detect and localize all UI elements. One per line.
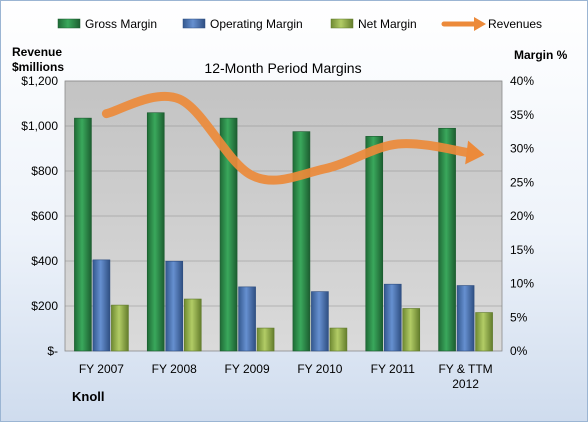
right-tick-label: 35%: [510, 108, 534, 122]
bar-gross-margin: [365, 136, 384, 352]
gridlines: [65, 80, 502, 307]
right-tick-label: 20%: [510, 209, 534, 223]
bar-operating-margin: [311, 291, 329, 352]
legend-swatch-gross-margin: [57, 18, 81, 29]
bar-operating-margin: [383, 283, 402, 352]
bar-net-margin: [329, 327, 348, 352]
x-tick-label: FY 2011: [371, 362, 416, 376]
bar-operating-margin: [456, 285, 475, 352]
left-tick-label: $-: [47, 344, 58, 358]
left-axis-ticks: $- $200 $400 $600 $800 $1,000 $1,200: [21, 74, 58, 358]
bar-net-margin: [402, 308, 421, 352]
x-tick-label: FY 2010: [297, 362, 342, 376]
bar-gross-margin: [74, 117, 92, 352]
revenue-line: [101, 91, 476, 185]
bar-operating-margin: [92, 259, 111, 352]
x-axis-ticks: FY 2007 FY 2008 FY 2009 FY 2010 FY 2011 FY & …: [79, 362, 493, 391]
bar-net-margin: [475, 312, 493, 352]
x-tick-label: 2012: [452, 377, 479, 391]
left-tick-label: $1,200: [21, 74, 58, 88]
legend-label-gross-margin: Gross Margin: [85, 17, 157, 31]
x-tick-label: FY 2008: [152, 362, 197, 376]
left-axis-label-line1: Revenue: [12, 45, 62, 59]
legend-revenues-arrow-icon: [441, 17, 486, 31]
bar-operating-margin: [238, 286, 256, 352]
bar-gross-margin: [438, 127, 456, 352]
bar-operating-margin: [165, 260, 184, 352]
right-tick-label: 15%: [510, 243, 534, 257]
right-tick-label: 40%: [510, 74, 534, 88]
legend-swatch-net-margin: [330, 18, 354, 29]
right-axis-ticks: 0% 5% 10% 15% 20% 25% 30% 35% 40%: [510, 74, 534, 358]
right-axis-label: Margin %: [514, 48, 568, 62]
bar-gross-margin: [219, 117, 238, 352]
left-tick-label: $1,000: [21, 119, 58, 133]
legend-label-net-margin: Net Margin: [358, 17, 417, 31]
right-tick-label: 10%: [510, 277, 534, 291]
legend-label-revenues: Revenues: [488, 17, 542, 31]
left-tick-label: $800: [31, 164, 58, 178]
bar-gross-margin: [292, 131, 311, 352]
x-tick-label: FY & TTM: [438, 362, 492, 376]
bar-net-margin: [111, 304, 129, 352]
bars: [74, 112, 493, 352]
legend: Gross Margin Operating Margin Net Margin…: [57, 17, 542, 31]
bar-net-margin: [183, 298, 202, 352]
left-tick-label: $200: [31, 299, 58, 313]
left-axis-label-line2: $millions: [12, 60, 64, 74]
right-tick-label: 30%: [510, 142, 534, 156]
legend-label-operating-margin: Operating Margin: [210, 17, 303, 31]
left-tick-label: $600: [31, 209, 58, 223]
x-tick-label: FY 2009: [225, 362, 270, 376]
revenue-arrowhead-icon: [465, 140, 485, 165]
x-tick-label: FY 2007: [79, 362, 124, 376]
bar-net-margin: [256, 327, 275, 352]
chart-title: 12-Month Period Margins: [204, 60, 361, 76]
right-tick-label: 25%: [510, 175, 534, 189]
revenue-line-group: [101, 91, 485, 185]
legend-swatch-operating-margin: [182, 18, 206, 29]
right-tick-label: 0%: [510, 344, 528, 358]
company-label: Knoll: [72, 389, 105, 404]
left-tick-label: $400: [31, 254, 58, 268]
bar-gross-margin: [146, 112, 165, 352]
right-tick-label: 5%: [510, 310, 528, 324]
